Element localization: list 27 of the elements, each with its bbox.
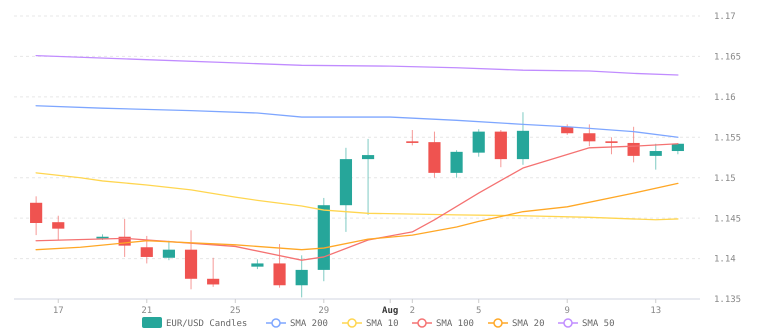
y-tick-label: 1.16 (714, 93, 736, 104)
y-tick-label: 1.17 (714, 12, 736, 22)
y-tick-label: 1.165 (714, 52, 742, 63)
legend-label: SMA 100 (436, 319, 474, 330)
legend-label: SMA 20 (512, 319, 545, 330)
legend-label: SMA 10 (366, 319, 399, 330)
x-tick-label: 25 (230, 306, 241, 316)
legend-label: EUR/USD Candles (166, 319, 248, 330)
y-tick-label: 1.145 (714, 214, 742, 224)
x-tick-label: 9 (564, 306, 570, 316)
line-series (35, 54, 679, 76)
line-series (35, 105, 679, 138)
x-tick-label: 2 (410, 306, 416, 316)
x-tick-label: 29 (318, 306, 330, 316)
x-tick-label: 17 (52, 306, 64, 316)
legend-label: SMA 200 (290, 319, 328, 330)
line-series (35, 172, 679, 220)
x-tick-label: 21 (141, 306, 152, 316)
line-series (35, 182, 679, 250)
y-tick-label: 1.15 (714, 174, 736, 184)
y-tick-label: 1.14 (714, 254, 736, 265)
legend-label: SMA 50 (582, 319, 615, 330)
x-tick-label: 5 (476, 306, 482, 316)
y-tick-label: 1.135 (714, 295, 742, 306)
x-tick-label: Aug (382, 306, 398, 316)
y-tick-label: 1.155 (714, 133, 742, 144)
x-tick-label: 13 (650, 306, 662, 316)
